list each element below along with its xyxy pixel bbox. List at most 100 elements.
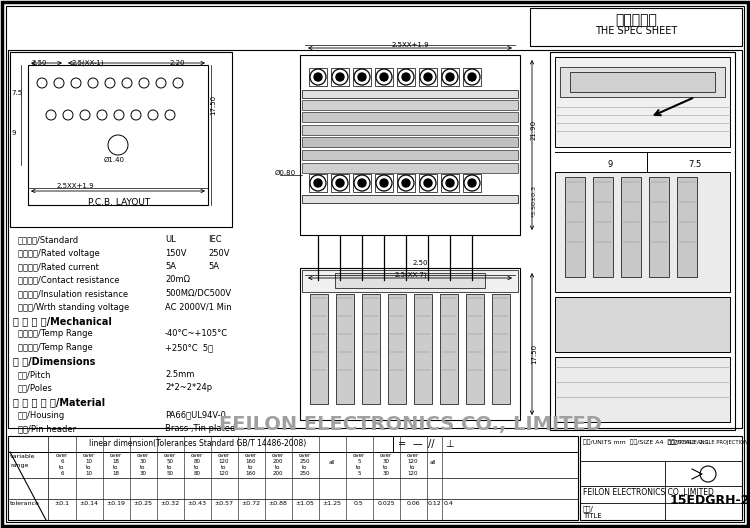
Text: 160: 160 [246, 471, 256, 476]
Text: 5A: 5A [208, 262, 219, 271]
Text: ±0.19: ±0.19 [106, 501, 125, 506]
Text: Ø1.40: Ø1.40 [104, 157, 125, 163]
Text: 间距/Pitch: 间距/Pitch [18, 370, 52, 379]
Bar [441, 68, 459, 86]
Text: +250°C  5秒: +250°C 5秒 [165, 343, 213, 352]
Text: to: to [383, 465, 388, 470]
Text: —: — [413, 439, 423, 449]
Text: 2.50: 2.50 [413, 260, 428, 266]
Circle shape [336, 73, 344, 81]
Bar [593, 177, 613, 277]
Circle shape [402, 73, 410, 81]
Text: 30: 30 [140, 459, 146, 464]
Text: 2.5XX+1.9: 2.5XX+1.9 [56, 183, 94, 189]
Circle shape [314, 179, 322, 187]
Text: FEILON ELECTRONICS CO.,LIMITED: FEILON ELECTRONICS CO.,LIMITED [583, 488, 714, 497]
Text: over: over [190, 453, 203, 458]
Text: to: to [410, 465, 416, 470]
Text: 产品规格书: 产品规格书 [615, 13, 657, 27]
Bar [466, 294, 484, 404]
Circle shape [314, 73, 322, 81]
Bar [649, 177, 669, 277]
Text: over: over [110, 453, 122, 458]
Text: 18: 18 [112, 471, 119, 476]
Bar [302, 137, 518, 147]
Bar [302, 100, 518, 110]
Circle shape [424, 179, 432, 187]
Text: 120: 120 [408, 459, 419, 464]
Bar [309, 68, 327, 86]
Text: 160: 160 [246, 459, 256, 464]
Bar [555, 357, 730, 422]
Text: 0.025: 0.025 [377, 501, 394, 506]
Bar [335, 273, 485, 288]
Text: 参考标准/Standard: 参考标准/Standard [18, 235, 80, 244]
Text: 17.50: 17.50 [531, 344, 537, 364]
Text: to: to [302, 465, 307, 470]
Bar [677, 177, 697, 277]
Bar [555, 57, 730, 147]
Bar [302, 90, 518, 98]
Bar [302, 150, 518, 160]
Bar [375, 68, 393, 86]
Text: 9: 9 [608, 160, 613, 169]
Text: 21.90: 21.90 [531, 120, 537, 140]
Text: Brass ,Tin plated: Brass ,Tin plated [165, 424, 236, 433]
Text: TITLE: TITLE [583, 513, 602, 519]
Text: 250: 250 [300, 471, 310, 476]
Text: 5: 5 [357, 471, 361, 476]
Text: 第三角/THIRD ANGLE PROJECTION: 第三角/THIRD ANGLE PROJECTION [668, 440, 748, 445]
Text: 6: 6 [60, 459, 64, 464]
Text: 6: 6 [60, 471, 64, 476]
Text: 250V: 250V [208, 249, 230, 258]
Circle shape [402, 179, 410, 187]
Text: 机 械 性 能/Mechanical: 机 械 性 能/Mechanical [13, 316, 112, 326]
Text: 5: 5 [357, 459, 361, 464]
Text: 锂妈温度/Temp Range: 锂妈温度/Temp Range [18, 343, 93, 352]
Text: *3.50±0.3: *3.50±0.3 [532, 185, 536, 217]
Bar [570, 72, 715, 92]
Bar [309, 174, 327, 192]
Text: over: over [298, 453, 311, 458]
Text: over: over [352, 453, 365, 458]
Text: 0.06: 0.06 [406, 501, 420, 506]
Bar [530, 8, 742, 46]
Text: 型件/Housing: 型件/Housing [18, 410, 65, 420]
Text: over: over [82, 453, 95, 458]
Text: to: to [356, 465, 362, 470]
Circle shape [424, 73, 432, 81]
Text: over: over [164, 453, 176, 458]
Text: 接触电阻/Contact resistance: 接触电阻/Contact resistance [18, 276, 119, 285]
Text: =: = [398, 439, 406, 449]
Text: 尺 寸/Dimensions: 尺 寸/Dimensions [13, 356, 95, 366]
Text: variable: variable [10, 454, 35, 459]
Bar [302, 195, 518, 203]
Text: ±0.25: ±0.25 [134, 501, 152, 506]
Text: 额定电流/Rated current: 额定电流/Rated current [18, 262, 99, 271]
Text: ⊥: ⊥ [445, 439, 454, 449]
Text: over: over [272, 453, 284, 458]
Text: over: over [56, 453, 68, 458]
Text: 30: 30 [140, 471, 146, 476]
Bar [397, 68, 415, 86]
Circle shape [380, 73, 388, 81]
Bar [555, 172, 730, 292]
Text: 500MΩ/DC500V: 500MΩ/DC500V [165, 289, 231, 298]
Text: 5A: 5A [165, 262, 176, 271]
Text: 30: 30 [382, 471, 389, 476]
Text: ±1.05: ±1.05 [296, 501, 314, 506]
Text: 120: 120 [219, 459, 230, 464]
Bar [397, 174, 415, 192]
Text: 2.5(XX-1): 2.5(XX-1) [72, 60, 104, 67]
Text: 200: 200 [273, 459, 284, 464]
Text: all: all [328, 460, 335, 465]
Bar [8, 50, 742, 428]
Bar [353, 68, 371, 86]
Circle shape [446, 179, 454, 187]
Text: 图张/: 图张/ [583, 505, 594, 512]
Bar [10, 52, 232, 227]
Text: 2.5(XX-7): 2.5(XX-7) [395, 272, 427, 278]
Text: ±0.32: ±0.32 [160, 501, 179, 506]
Bar [550, 52, 735, 430]
Text: P.C.B. LAYOUT: P.C.B. LAYOUT [88, 198, 150, 207]
